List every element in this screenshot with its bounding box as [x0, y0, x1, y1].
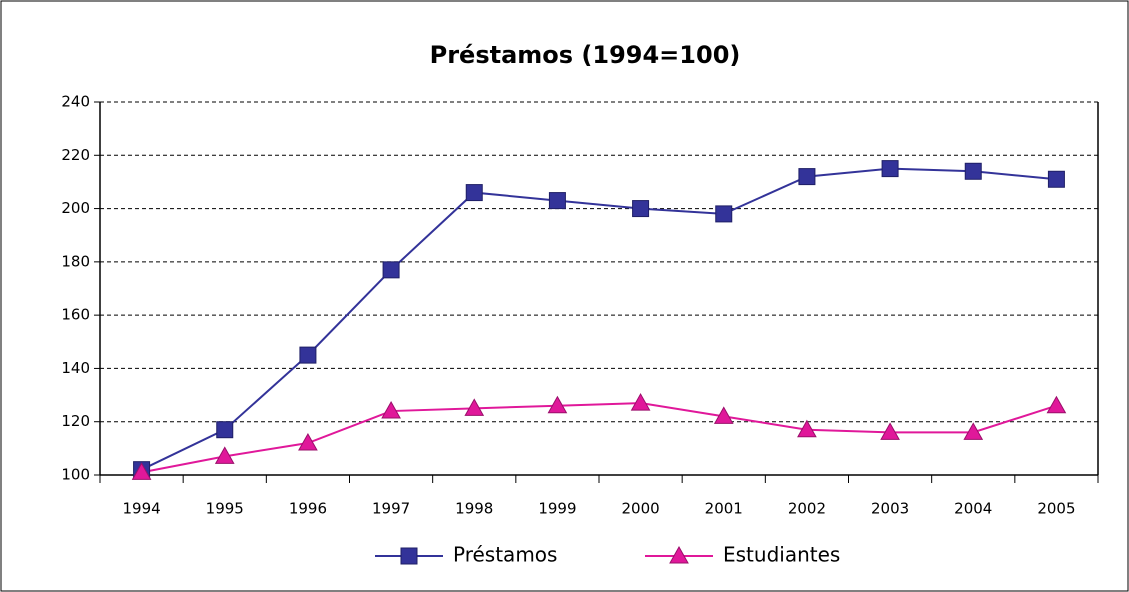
x-tick-label: 2004 — [954, 500, 992, 518]
legend-marker — [400, 547, 418, 565]
data-point — [214, 446, 235, 464]
chart-title: Préstamos (1994=100) — [430, 41, 741, 69]
y-tick-label: 160 — [61, 306, 90, 324]
data-point — [1047, 170, 1065, 188]
x-tick-label: 1994 — [122, 500, 160, 518]
data-point — [299, 346, 317, 364]
data-point — [964, 162, 982, 180]
series-line — [141, 167, 1057, 471]
data-point — [1046, 395, 1067, 414]
x-tick-label: 1996 — [289, 500, 327, 518]
series-line — [141, 402, 1057, 474]
x-tick-label: 1998 — [455, 500, 493, 518]
data-point — [798, 168, 816, 186]
legend-marker — [669, 545, 689, 564]
data-point — [797, 419, 817, 438]
y-tick-label: 140 — [61, 359, 90, 377]
data-point — [880, 422, 900, 440]
data-point — [465, 184, 483, 202]
data-point — [464, 398, 485, 416]
x-tick-label: 1999 — [538, 500, 576, 518]
data-point — [298, 433, 318, 451]
x-tick-label: 2002 — [788, 500, 826, 518]
data-point — [963, 422, 984, 440]
legend-label: Préstamos — [453, 543, 557, 567]
x-tick-label: 1997 — [372, 500, 410, 518]
data-point — [131, 462, 152, 480]
x-tick-label: 1995 — [206, 500, 244, 518]
data-point — [632, 200, 650, 218]
data-point — [715, 205, 733, 223]
y-tick-label: 180 — [61, 252, 90, 270]
legend-label: Estudiantes — [723, 543, 840, 567]
data-point — [381, 401, 401, 419]
y-tick-label: 100 — [61, 466, 90, 484]
y-tick-label: 200 — [61, 199, 90, 217]
data-point — [382, 261, 400, 279]
data-point — [548, 192, 566, 210]
data-point — [630, 393, 651, 411]
legend: Préstamos Estudiantes — [375, 543, 840, 567]
data-point — [881, 160, 899, 178]
y-tick-label: 240 — [61, 93, 90, 111]
y-tick-label: 220 — [61, 146, 90, 164]
data-point — [547, 395, 568, 414]
x-tick-label: 2001 — [705, 500, 743, 518]
y-tick-label: 120 — [61, 412, 90, 430]
x-tick-label: 2000 — [621, 500, 659, 518]
x-tick-label: 2005 — [1037, 500, 1075, 518]
x-tick-label: 2003 — [871, 500, 909, 518]
data-point — [713, 406, 734, 424]
data-point — [216, 421, 234, 439]
